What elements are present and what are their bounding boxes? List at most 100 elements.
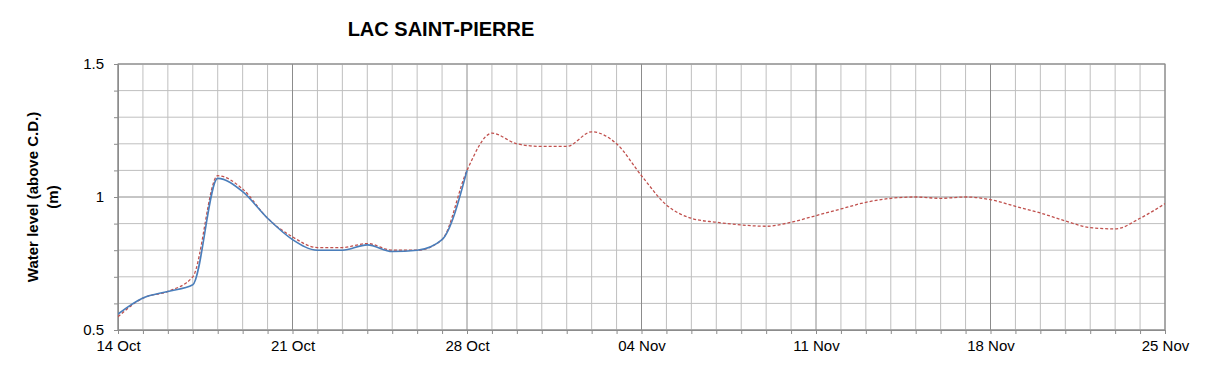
y-tick-mark — [114, 277, 118, 278]
x-tick-mark — [592, 330, 593, 334]
x-tick-mark — [542, 330, 543, 334]
y-tick-mark — [114, 250, 118, 251]
x-grid-line — [142, 64, 143, 330]
y-tick-label: 1.5 — [83, 55, 104, 72]
series-line — [118, 170, 467, 314]
x-tick — [1090, 330, 1091, 334]
y-tick-mark — [114, 117, 118, 118]
x-tick-mark — [791, 330, 792, 334]
y-tick-mark — [114, 224, 118, 225]
x-tick-mark — [243, 330, 244, 334]
y-tick-mark — [114, 64, 118, 65]
x-grid-line — [616, 64, 617, 330]
x-tick — [841, 330, 842, 334]
x-tick — [542, 330, 543, 334]
x-tick: 25 Nov — [1142, 330, 1190, 354]
x-tick-mark — [816, 330, 817, 334]
x-grid-line — [840, 64, 841, 330]
x-grid-line — [442, 64, 443, 330]
x-tick — [741, 330, 742, 334]
x-tick-mark — [1140, 330, 1141, 334]
x-tick — [716, 330, 717, 334]
x-tick-label: 21 Oct — [271, 337, 316, 354]
x-tick-mark — [741, 330, 742, 334]
x-grid-line — [865, 64, 866, 330]
x-tick: 21 Oct — [271, 330, 316, 354]
x-tick: 28 Oct — [445, 330, 490, 354]
x-tick — [243, 330, 244, 334]
x-tick — [891, 330, 892, 334]
x-tick: 18 Nov — [967, 330, 1015, 354]
y-tick — [114, 170, 118, 171]
x-tick-mark — [193, 330, 194, 334]
x-tick — [442, 330, 443, 334]
x-grid-line — [1115, 64, 1116, 330]
x-grid-line — [367, 64, 368, 330]
x-tick-mark — [317, 330, 318, 334]
x-tick — [766, 330, 767, 334]
x-tick: 04 Nov — [618, 330, 666, 354]
x-tick — [1015, 330, 1016, 334]
x-tick — [1140, 330, 1141, 334]
y-tick-mark — [114, 144, 118, 145]
x-tick — [1065, 330, 1066, 334]
y-axis-title: Water level (above C.D.)(m) — [24, 112, 61, 282]
x-tick-mark — [118, 330, 119, 334]
x-grid-line — [791, 64, 792, 330]
x-tick-mark — [392, 330, 393, 334]
x-tick — [941, 330, 942, 334]
x-tick-mark — [1115, 330, 1116, 334]
x-grid-line — [467, 64, 468, 330]
x-tick-label: 18 Nov — [967, 337, 1015, 354]
x-grid-line — [641, 64, 642, 330]
x-tick-mark — [841, 330, 842, 334]
x-tick-mark — [1015, 330, 1016, 334]
x-tick-mark — [143, 330, 144, 334]
y-tick-mark — [114, 170, 118, 171]
x-tick — [417, 330, 418, 334]
x-grid-line — [666, 64, 667, 330]
x-tick-mark — [367, 330, 368, 334]
y-tick-label: 1 — [96, 188, 104, 205]
x-grid-line — [541, 64, 542, 330]
x-grid-line — [691, 64, 692, 330]
x-tick-mark — [168, 330, 169, 334]
x-grid-line — [591, 64, 592, 330]
x-grid-line — [890, 64, 891, 330]
x-grid-line — [192, 64, 193, 330]
x-grid-line — [491, 64, 492, 330]
x-tick — [317, 330, 318, 334]
x-tick: 11 Nov — [793, 330, 840, 354]
x-tick-label: 04 Nov — [618, 337, 666, 354]
x-grid-line — [1040, 64, 1041, 330]
x-tick-mark — [1090, 330, 1091, 334]
x-grid-line — [766, 64, 767, 330]
chart: 0.511.514 Oct21 Oct28 Oct04 Nov11 Nov18 … — [0, 0, 1209, 378]
series-line — [118, 132, 1165, 317]
x-grid-line — [317, 64, 318, 330]
x-grid-line — [1090, 64, 1091, 330]
x-tick-mark — [891, 330, 892, 334]
x-tick — [966, 330, 967, 334]
x-grid-line — [167, 64, 168, 330]
x-grid-line — [566, 64, 567, 330]
x-grid-line — [741, 64, 742, 330]
plot-frame — [118, 64, 1165, 330]
x-grid-line — [342, 64, 343, 330]
x-tick-mark — [642, 330, 643, 334]
x-tick-mark — [716, 330, 717, 334]
x-grid-line — [990, 64, 991, 330]
x-tick — [168, 330, 169, 334]
x-tick-mark — [691, 330, 692, 334]
x-tick-label: 11 Nov — [793, 337, 840, 354]
x-tick-mark — [268, 330, 269, 334]
x-tick-mark — [293, 330, 294, 334]
x-tick — [193, 330, 194, 334]
y-tick-mark — [114, 91, 118, 92]
x-tick-mark — [417, 330, 418, 334]
y-axis: 0.511.5 — [83, 55, 118, 338]
x-tick — [866, 330, 867, 334]
x-tick — [342, 330, 343, 334]
x-tick-mark — [1165, 330, 1166, 334]
y-tick — [114, 91, 118, 92]
